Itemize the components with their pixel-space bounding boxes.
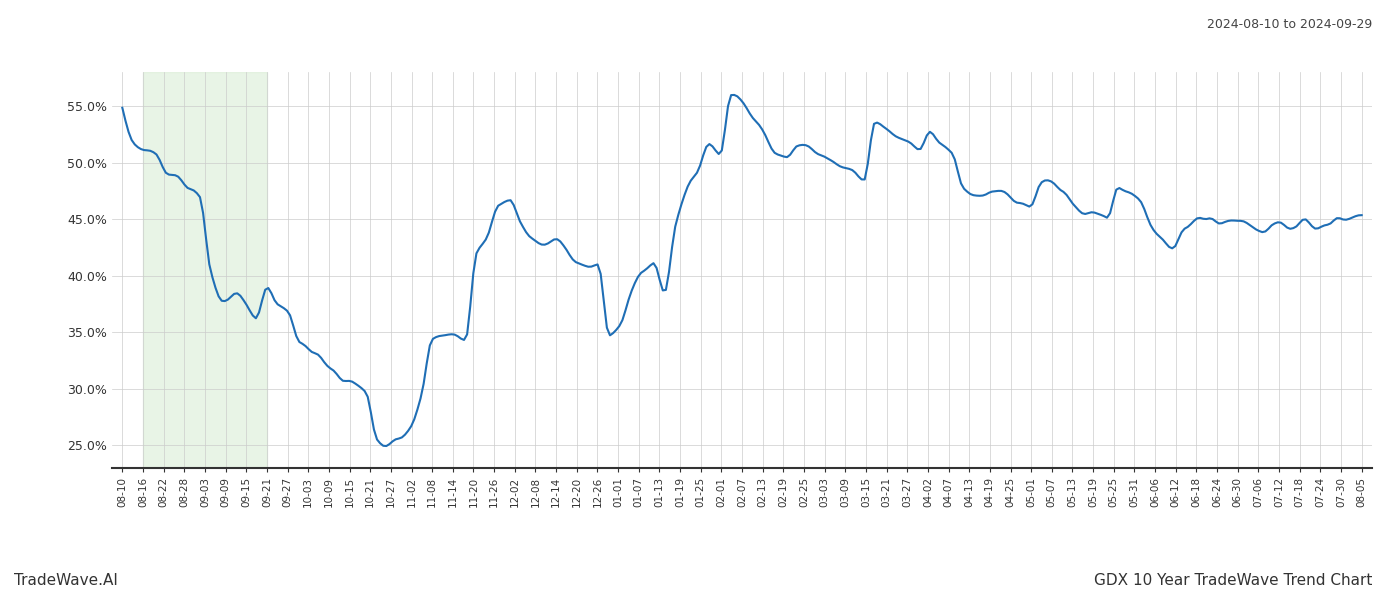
Text: GDX 10 Year TradeWave Trend Chart: GDX 10 Year TradeWave Trend Chart <box>1093 573 1372 588</box>
Text: TradeWave.AI: TradeWave.AI <box>14 573 118 588</box>
Text: 2024-08-10 to 2024-09-29: 2024-08-10 to 2024-09-29 <box>1207 18 1372 31</box>
Bar <box>143 72 267 468</box>
